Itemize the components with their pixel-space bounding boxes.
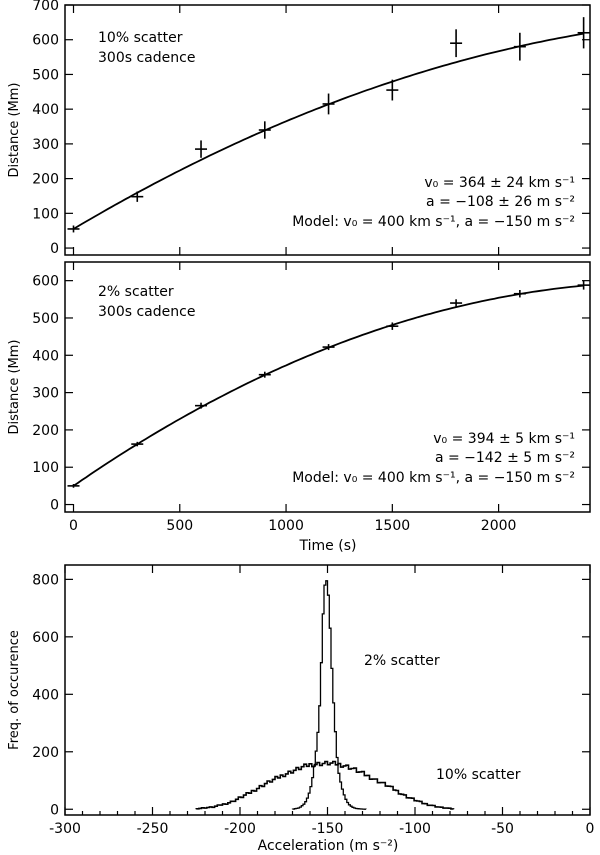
- panel-top-fit-v0: v₀ = 364 ± 24 km s⁻¹: [424, 175, 575, 191]
- panel-middle-ytick-label: 600: [32, 274, 59, 290]
- panel-bottom-xtick-label: -200: [224, 821, 256, 837]
- panel-middle-fit-a: a = −142 ± 5 m s⁻²: [435, 450, 575, 466]
- panel-top-ytick-label: 0: [50, 241, 59, 257]
- panel-bottom-xtick-label: -150: [312, 821, 344, 837]
- histogram-10pct-label: 10% scatter: [436, 767, 521, 783]
- panel-bottom: 0 200 400 600 800 -300 -250 -200 -150 -100 -50 0 Fr…: [7, 564, 595, 854]
- panel-bottom-xtick-label: -300: [49, 821, 81, 837]
- panel-top-ytick-label: 100: [32, 206, 59, 222]
- panel-middle-ytick-label: 200: [32, 423, 59, 439]
- panel-middle-model: Model: v₀ = 400 km s⁻¹, a = −150 m s⁻²: [292, 470, 575, 486]
- panel-middle-xtick-label: 1500: [375, 518, 411, 534]
- panel-middle-xtick-label: 2000: [481, 518, 517, 534]
- panel-bottom-xtick-label: -50: [491, 821, 514, 837]
- panel-middle-ytick-label: 500: [32, 311, 59, 327]
- panel-middle-ytick-label: 300: [32, 386, 59, 402]
- panel-middle-fit-curve: [72, 284, 584, 487]
- panel-middle-xlabel: Time (s): [299, 538, 357, 554]
- panel-middle-frame: [64, 261, 591, 513]
- panel-top-ytick-label: 600: [32, 33, 59, 49]
- panel-top-cadence-label: 300s cadence: [98, 50, 195, 66]
- panel-bottom-ytick-label: 0: [50, 802, 59, 818]
- panel-bottom-xtick-label: -100: [399, 821, 431, 837]
- panel-bottom-xtick-label: 0: [586, 821, 595, 837]
- panel-top-ytick-label: 700: [32, 0, 59, 14]
- panel-top-data-point: [195, 140, 208, 158]
- panel-top-ylabel: Distance (Mm): [7, 83, 22, 178]
- panel-top-ytick-label: 200: [32, 172, 59, 188]
- panel-middle-fit-v0: v₀ = 394 ± 5 km s⁻¹: [433, 431, 575, 447]
- panel-top-ytick-label: 500: [32, 67, 59, 83]
- panel-middle-xtick-label: 1000: [268, 518, 304, 534]
- panel-middle-ytick-label: 0: [50, 498, 59, 514]
- histogram-10pct: [195, 760, 455, 810]
- panel-middle-ytick-label: 100: [32, 460, 59, 476]
- panel-middle-data-point: [450, 299, 463, 307]
- panel-top-data-point: [386, 79, 399, 101]
- panel-bottom-ytick-label: 200: [32, 745, 59, 761]
- panel-top-scatter-label: 10% scatter: [98, 30, 183, 46]
- panel-top-fit-curve: [73, 32, 584, 230]
- panel-top-data-point: [450, 29, 463, 58]
- panel-bottom-ytick-label: 600: [32, 630, 59, 646]
- panel-middle: 0 100 200 300 400 500 600 0 500 1000 1500 2000 Dist…: [7, 261, 591, 554]
- panel-bottom-xtick-label: -250: [137, 821, 169, 837]
- panel-top-frame: [64, 4, 591, 256]
- panel-middle-ylabel: Distance (Mm): [7, 340, 22, 435]
- panel-bottom-ytick-label: 400: [32, 687, 59, 703]
- panel-bottom-ytick-label: 800: [32, 572, 59, 588]
- panel-middle-ytick-label: 400: [32, 348, 59, 364]
- panel-top-fit-a: a = −108 ± 26 m s⁻²: [426, 194, 575, 210]
- panel-top: 0 100 200 300 400 500 600 700 Distance (Mm) 10%…: [7, 0, 591, 257]
- histogram-2pct: [291, 580, 367, 810]
- panel-top-ytick-label: 300: [32, 137, 59, 153]
- panel-middle-scatter-label: 2% scatter: [98, 284, 174, 300]
- panel-middle-cadence-label: 300s cadence: [98, 304, 195, 320]
- panel-middle-xtick-label: 500: [166, 518, 193, 534]
- panel-top-data-point: [577, 17, 590, 49]
- panel-bottom-xlabel: Acceleration (m s⁻²): [258, 838, 399, 854]
- panel-middle-xtick-label: 0: [69, 518, 78, 534]
- panel-top-ytick-label: 400: [32, 102, 59, 118]
- panel-top-model: Model: v₀ = 400 km s⁻¹, a = −150 m s⁻²: [292, 214, 575, 230]
- histogram-2pct-label: 2% scatter: [364, 653, 440, 669]
- panel-bottom-ylabel: Freq. of occurence: [7, 630, 22, 750]
